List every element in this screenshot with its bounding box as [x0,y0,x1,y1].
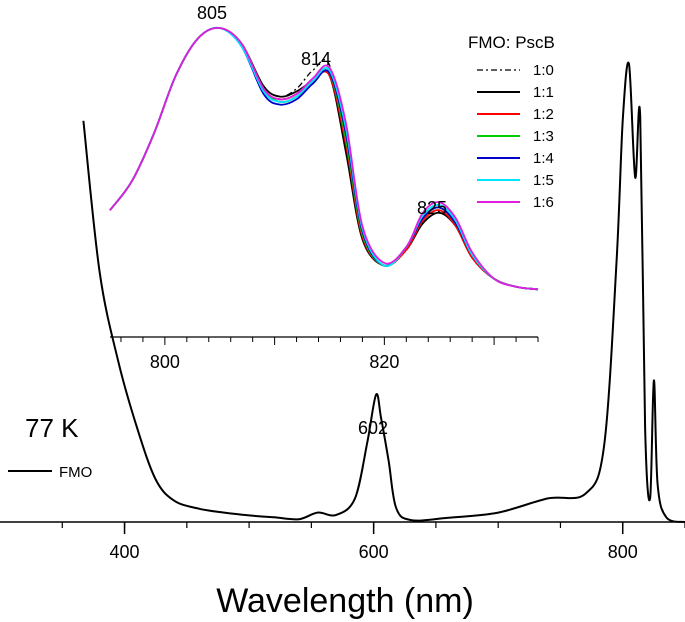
legend-label-1-4: 1:4 [533,150,554,167]
temperature-annotation: 77 K [25,413,79,443]
peak-825-label: 825 [417,198,447,218]
inset-tick-label: 820 [369,352,399,372]
inset-series-group [109,26,539,291]
main-legend-label: FMO [59,464,92,481]
legend-label-1-0: 1:0 [533,62,554,79]
main-tick-label: 400 [110,542,140,562]
legend-label-1-5: 1:5 [533,172,554,189]
peak-814-label: 814 [301,49,331,69]
inset-x-ticks: 800 820 [120,337,539,372]
series-line-1-6 [109,26,539,291]
main-x-ticks: 400 600 800 [61,522,685,562]
peak-805-label: 805 [197,3,227,23]
legend-label-1-3: 1:3 [533,128,554,145]
inset-tick-label: 800 [150,352,180,372]
main-legend: FMO [8,464,92,481]
main-tick-label: 800 [608,542,638,562]
legend-label-1-1: 1:1 [533,84,554,101]
inset-chart: 800 820 805 814 825 FMO: PscB 1:01:11:21:… [109,3,555,372]
main-x-axis-label: Wavelength (nm) [216,582,474,620]
inset-legend: 1:0 1:1 1:2 1:3 1:4 1:5 1:6 [477,62,554,211]
main-chart: 400 600 800 Wavelength (nm) 77 K 602 FMO [0,61,685,620]
main-series-group [82,61,685,523]
legend-label-1-2: 1:2 [533,106,554,123]
main-tick-label: 600 [359,542,389,562]
series-line-fmo [82,61,685,523]
legend-label-1-6: 1:6 [533,194,554,211]
peak-602-label: 602 [358,418,388,438]
inset-legend-title: FMO: PscB [468,33,555,52]
